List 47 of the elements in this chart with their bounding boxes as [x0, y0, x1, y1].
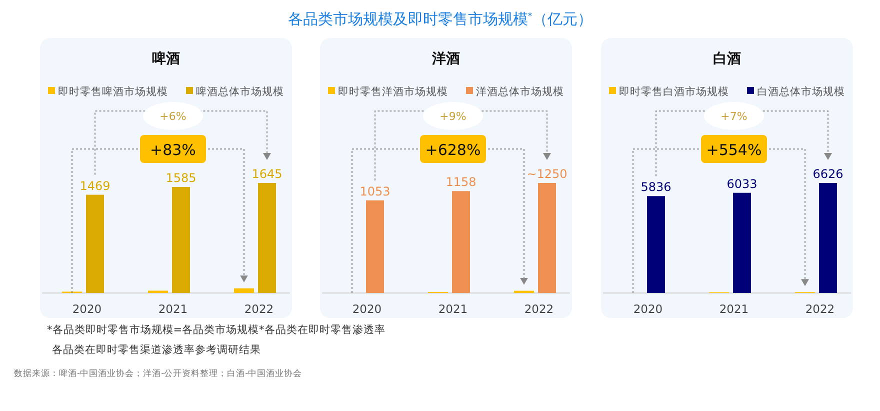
chart-title: 白酒 [713, 51, 741, 67]
bar [234, 288, 254, 293]
text: +83% [150, 141, 196, 159]
data-label: 1469 [80, 178, 110, 193]
text: +6% [160, 110, 186, 123]
bar [366, 200, 384, 293]
bar [733, 192, 751, 293]
text: +628% [425, 141, 481, 159]
legend-label: 洋酒总体市场规模 [476, 85, 564, 98]
bar [538, 183, 556, 293]
legend-label: 白酒总体市场规模 [757, 85, 845, 98]
text: *各品类即时零售市场规模=各品类市场规模*各品类在即时零售渗透率 [47, 323, 386, 336]
legend-label: 即时零售啤酒市场规模 [58, 85, 168, 98]
x-tick-label: 2022 [244, 302, 274, 316]
x-tick-label: 2021 [158, 302, 188, 316]
x-tick-label: 2020 [633, 302, 663, 316]
data-label: 5836 [640, 180, 672, 194]
legend-label: 啤酒总体市场规模 [196, 85, 284, 98]
bar [258, 183, 276, 293]
bar [452, 191, 470, 293]
x-tick-label: 2021 [438, 302, 468, 316]
text: +554% [706, 141, 762, 159]
x-tick-label: 2022 [805, 302, 835, 316]
source-note: 数据来源：啤酒-中国酒业协会；洋酒-公开资料整理；白酒-中国酒业协会 [14, 368, 302, 379]
data-label: 1585 [166, 171, 196, 186]
text: 各品类在即时零售渠道渗透率参考调研结果 [52, 343, 261, 356]
chart-title: 洋酒 [431, 51, 460, 67]
bar [819, 183, 837, 293]
legend-label: 即时零售白酒市场规模 [619, 85, 729, 98]
bar [172, 187, 190, 293]
text: +9% [440, 110, 466, 123]
data-label: 1645 [252, 167, 282, 181]
data-label: 1158 [446, 175, 476, 190]
x-tick-label: 2021 [719, 302, 749, 316]
text: 各品类市场规模及即时零售市场规模$^{*}$（亿元） [288, 10, 592, 28]
chart-title: 啤酒 [152, 50, 180, 67]
data-label: 1053 [360, 184, 390, 198]
legend-label: 即时零售洋酒市场规模 [338, 85, 448, 98]
x-tick-label: 2020 [72, 302, 102, 316]
bar [647, 196, 665, 293]
data-label: 6626 [812, 167, 844, 181]
data-label: 6033 [726, 176, 758, 191]
bar [86, 194, 104, 293]
data-label: ~1250 [526, 167, 568, 181]
x-tick-label: 2020 [352, 302, 382, 316]
text: +7% [720, 110, 748, 123]
x-tick-label: 2022 [524, 302, 554, 316]
